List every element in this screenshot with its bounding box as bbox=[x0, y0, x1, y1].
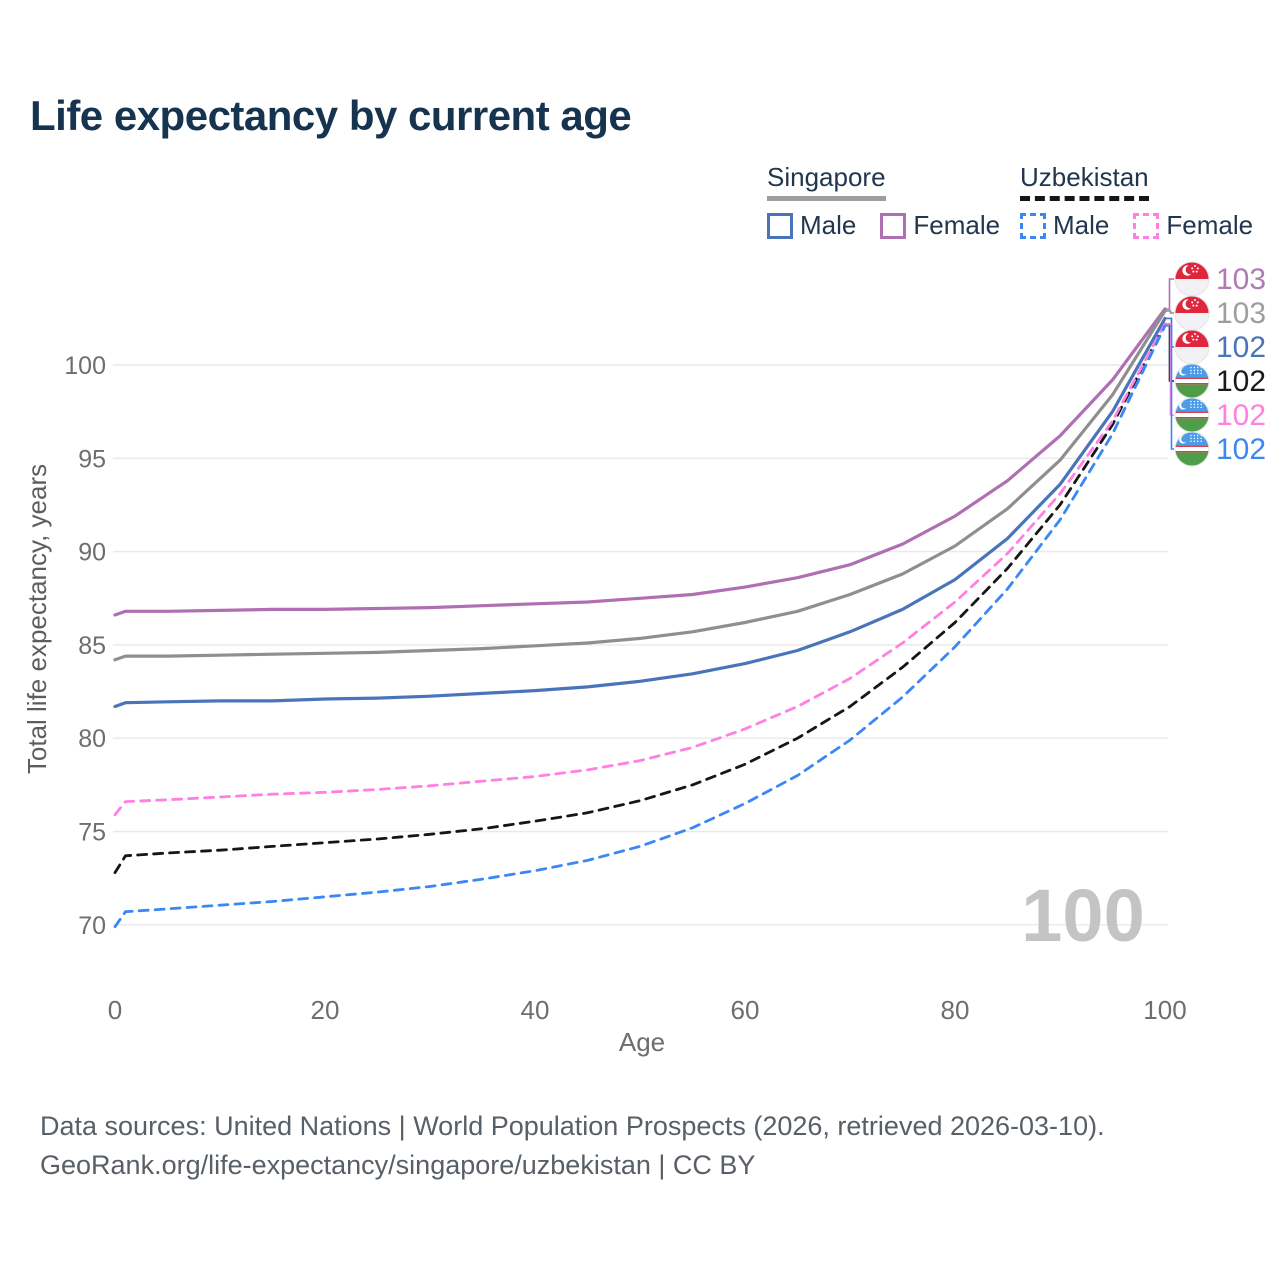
x-tick-80: 80 bbox=[941, 995, 970, 1025]
leader-line bbox=[1165, 278, 1174, 310]
legend-group-singapore: Singapore Male Female bbox=[767, 162, 1000, 241]
singapore-male-swatch-icon[interactable] bbox=[767, 212, 793, 239]
y-tick-80: 80 bbox=[78, 725, 106, 753]
x-tick-60: 60 bbox=[731, 995, 760, 1025]
x-tick-20: 20 bbox=[311, 995, 340, 1025]
line-singapore-female[interactable] bbox=[113, 307, 1167, 617]
line-uzbekistan-male[interactable] bbox=[113, 324, 1167, 929]
y-tick-70: 70 bbox=[78, 912, 106, 940]
age-watermark: 100 bbox=[1021, 874, 1144, 957]
legend-item-label: Female bbox=[1166, 210, 1254, 240]
line-singapore-male[interactable] bbox=[113, 316, 1167, 709]
uzbekistan-male-swatch-icon[interactable] bbox=[1020, 212, 1046, 239]
singapore-flag-icon bbox=[1174, 295, 1210, 331]
uzbekistan-flag-icon bbox=[1174, 363, 1210, 399]
legend-item-singapore-female[interactable]: Female bbox=[880, 210, 1000, 241]
line-uzbekistan-both-sexes[interactable] bbox=[113, 322, 1167, 874]
y-tick-75: 75 bbox=[78, 819, 106, 847]
uzbekistan-female-swatch-icon[interactable] bbox=[1133, 212, 1160, 239]
y-tick-85: 85 bbox=[78, 632, 106, 660]
line-singapore-both-sexes[interactable] bbox=[113, 309, 1167, 662]
legend-item-label: Male bbox=[800, 210, 857, 240]
singapore-flag-icon bbox=[1174, 261, 1210, 297]
legend-item-uzbekistan-female[interactable]: Female bbox=[1133, 210, 1253, 241]
leader-line bbox=[1165, 323, 1174, 382]
end-label-value: 102 bbox=[1216, 399, 1266, 432]
x-tick-100: 100 bbox=[1143, 995, 1186, 1025]
footer-attribution: GeoRank.org/life-expectancy/singapore/uz… bbox=[40, 1150, 756, 1180]
legend-item-uzbekistan-male[interactable]: Male bbox=[1020, 210, 1109, 241]
y-axis-label: Total life expectancy, years bbox=[22, 464, 52, 774]
legend-item-label: Female bbox=[913, 210, 1001, 240]
end-label-value: 103 bbox=[1216, 297, 1266, 330]
leader-line bbox=[1165, 310, 1174, 314]
uzbekistan-flag-icon bbox=[1174, 397, 1210, 433]
legend-item-label: Male bbox=[1053, 210, 1110, 240]
legend-group-uzbekistan: Uzbekistan Male Female bbox=[1020, 162, 1253, 241]
end-label-value: 103 bbox=[1216, 263, 1266, 296]
uzbekistan-flag-icon bbox=[1174, 431, 1210, 467]
singapore-flag-icon bbox=[1174, 329, 1210, 365]
x-tick-40: 40 bbox=[521, 995, 550, 1025]
y-tick-100: 100 bbox=[64, 352, 106, 380]
y-tick-90: 90 bbox=[78, 539, 106, 567]
x-axis-label: Age bbox=[619, 1027, 665, 1057]
legend-item-singapore-male[interactable]: Male bbox=[767, 210, 856, 241]
line-uzbekistan-female[interactable] bbox=[113, 322, 1167, 817]
end-label-value: 102 bbox=[1216, 331, 1266, 364]
footer: Data sources: United Nations | World Pop… bbox=[40, 1107, 1105, 1185]
page-title: Life expectancy by current age bbox=[30, 92, 632, 139]
x-tick-0: 0 bbox=[108, 995, 122, 1025]
legend-country-uzbekistan[interactable]: Uzbekistan bbox=[1020, 162, 1149, 201]
y-tick-95: 95 bbox=[78, 445, 106, 473]
legend-country-singapore[interactable]: Singapore bbox=[767, 162, 886, 201]
end-label-value: 102 bbox=[1216, 365, 1266, 398]
leader-line bbox=[1165, 324, 1174, 450]
footer-data-sources: Data sources: United Nations | World Pop… bbox=[40, 1111, 1105, 1141]
end-label-value: 102 bbox=[1216, 433, 1266, 466]
singapore-female-swatch-icon[interactable] bbox=[880, 212, 907, 239]
